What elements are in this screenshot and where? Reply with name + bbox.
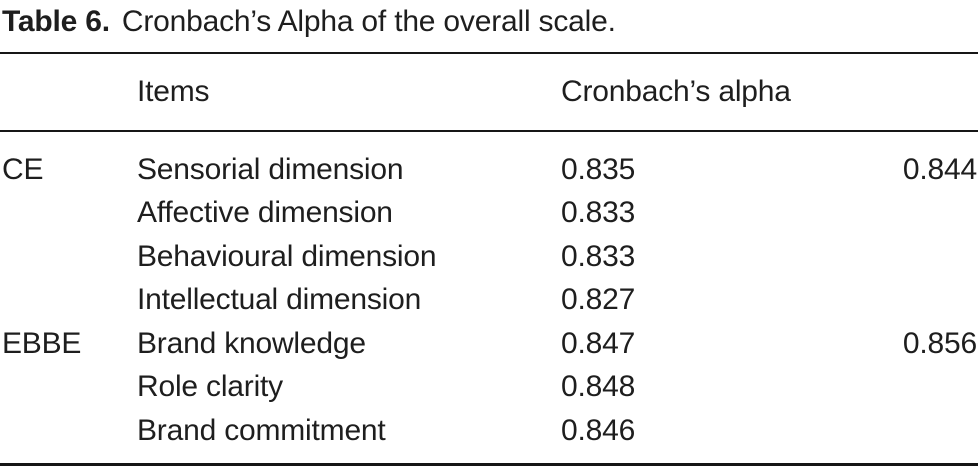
header-items-cell: Items [137, 75, 210, 108]
table-row: EBBE Brand knowledge 0.847 0.856 [0, 322, 978, 366]
row-item-label: Behavioural dimension [137, 239, 437, 273]
row-alpha-value: 0.835 [561, 152, 636, 186]
table-header-row: Items Cronbach’s alpha [0, 54, 978, 130]
row-overall-value: 0.844 [902, 152, 977, 186]
table-bottom-rule [0, 462, 978, 466]
table-body: CE Sensorial dimension 0.835 0.844 Affec… [0, 132, 978, 463]
table-row: Behavioural dimension 0.833 [0, 235, 978, 279]
row-alpha-value: 0.848 [561, 370, 636, 404]
row-alpha-value: 0.833 [561, 196, 636, 230]
row-group-label: EBBE [2, 326, 82, 360]
row-item-label: Intellectual dimension [137, 283, 422, 317]
table-caption-text: Cronbach’s Alpha of the overall scale. [121, 5, 616, 38]
table-row: Affective dimension 0.833 [0, 192, 978, 236]
table-row: CE Sensorial dimension 0.835 0.844 [0, 148, 978, 192]
table-caption-label: Table 6. [2, 5, 110, 38]
row-alpha-value: 0.833 [561, 239, 636, 273]
row-alpha-value: 0.846 [561, 413, 636, 447]
row-item-label: Brand commitment [137, 413, 386, 447]
row-item-label: Role clarity [137, 370, 283, 404]
row-item-label: Sensorial dimension [137, 152, 404, 186]
row-item-label: Brand knowledge [137, 326, 366, 360]
row-overall-value: 0.856 [902, 326, 977, 360]
row-group-label: CE [2, 152, 44, 186]
table-caption: Table 6. Cronbach’s Alpha of the overall … [0, 0, 978, 52]
table-row: Intellectual dimension 0.827 [0, 279, 978, 323]
header-alpha-cell: Cronbach’s alpha [561, 75, 791, 108]
table-top-rule [0, 52, 978, 54]
table-header-rule [0, 130, 978, 132]
table-row: Role clarity 0.848 [0, 366, 978, 410]
row-item-label: Affective dimension [137, 196, 393, 230]
table-row: Brand commitment 0.846 [0, 409, 978, 453]
row-alpha-value: 0.827 [561, 283, 636, 317]
row-alpha-value: 0.847 [561, 326, 636, 360]
